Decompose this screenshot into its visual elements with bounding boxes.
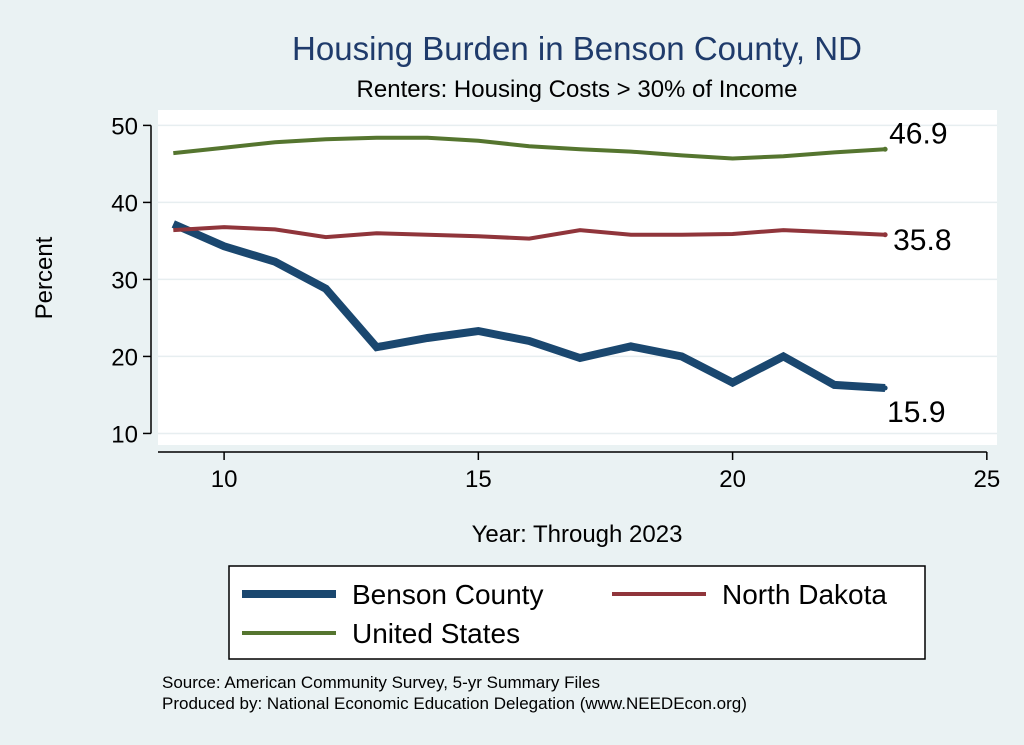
x-tick-label-20: 20 (719, 466, 746, 493)
y-tick-label-30: 30 (111, 267, 138, 294)
chart-title: Housing Burden in Benson County, ND (292, 30, 862, 67)
x-tick-label-25: 25 (973, 466, 1000, 493)
series-line-benson-county (171, 220, 886, 392)
x-tick-label-10: 10 (211, 466, 238, 493)
series-end-marker-united-states (882, 146, 888, 152)
legend-label-benson-county: Benson County (352, 579, 543, 610)
plot-area (158, 110, 997, 445)
end-label-united-states: 46.9 (889, 117, 947, 150)
y-axis-title: Percent (31, 236, 58, 319)
series-end-marker-north-dakota (882, 232, 888, 238)
legend-box (228, 565, 926, 660)
y-tick-label-50: 50 (111, 113, 138, 140)
source-line: Source: American Community Survey, 5-yr … (162, 673, 600, 692)
legend: Benson County North Dakota United States (228, 565, 926, 660)
legend-label-united-states: United States (352, 618, 520, 649)
end-label-north-dakota: 35.8 (893, 224, 951, 257)
series-end-marker-benson-county (882, 385, 888, 391)
producer-line: Produced by: National Economic Education… (162, 694, 747, 713)
series-line-united-states (173, 135, 886, 161)
end-label-benson-county: 15.9 (887, 396, 945, 429)
series-line-north-dakota (173, 225, 886, 241)
y-tick-label-20: 20 (111, 344, 138, 371)
end-labels: 15.9 35.8 46.9 (887, 117, 951, 429)
x-axis-title: Year: Through 2023 (472, 521, 683, 548)
y-tick-label-10: 10 (111, 421, 138, 448)
chart-subtitle: Renters: Housing Costs > 30% of Income (357, 76, 798, 103)
x-tick-label-15: 15 (465, 466, 492, 493)
series (171, 135, 888, 392)
axes: 10 20 30 40 50 10 15 20 25 (111, 113, 1000, 493)
y-tick-label-40: 40 (111, 190, 138, 217)
legend-label-north-dakota: North Dakota (722, 579, 887, 610)
